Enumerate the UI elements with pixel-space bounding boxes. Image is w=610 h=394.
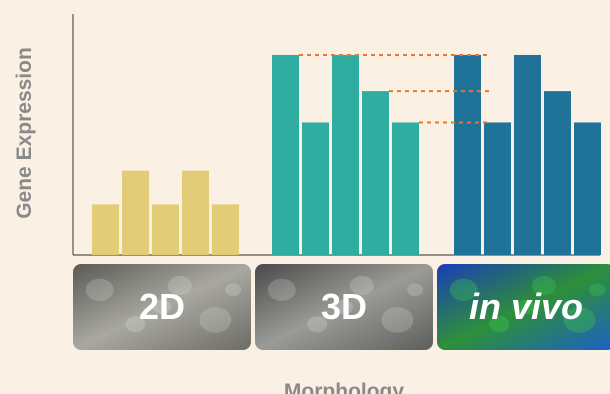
reference-lines-layer	[299, 53, 489, 124]
panel-1-texture-0	[267, 278, 296, 301]
panel-0-texture-3	[199, 307, 232, 333]
panel-2-texture-4	[517, 299, 535, 315]
bar-0-3	[182, 170, 209, 255]
bars-layer	[92, 54, 601, 256]
panel-0-texture-4	[153, 299, 171, 315]
bar-0-0	[92, 204, 119, 255]
bar-0-1	[122, 170, 149, 255]
bar-2-4	[574, 122, 601, 255]
panel-label-0: 2D	[139, 286, 185, 327]
panel-1	[255, 264, 433, 350]
bar-1-0	[272, 54, 299, 255]
bar-1-2	[332, 54, 359, 255]
panel-2-texture-1	[489, 316, 510, 333]
bar-1-4	[392, 122, 419, 255]
panel-label-2: in vivo	[469, 286, 583, 327]
x-axis-label: Morphology	[284, 380, 404, 394]
panel-1-texture-3	[381, 307, 414, 333]
panel-1-texture-2	[349, 275, 374, 296]
panel-2-texture-5	[589, 283, 606, 297]
panel-2-texture-0	[449, 278, 478, 301]
panel-2	[437, 264, 610, 350]
panel-0-texture-2	[167, 275, 192, 296]
panel-0	[73, 264, 251, 350]
panel-1-texture-1	[307, 316, 328, 333]
bar-2-0	[454, 54, 481, 255]
morphology-panels: 2D 3D in vivo	[73, 264, 610, 350]
y-axis-label: Gene Expression	[13, 47, 36, 219]
bar-1-1	[302, 122, 329, 255]
bar-1-3	[362, 91, 389, 256]
panel-0-texture-1	[125, 316, 146, 333]
bar-2-2	[514, 54, 541, 255]
panel-1-texture-4	[335, 299, 353, 315]
bar-2-1	[484, 122, 511, 255]
bar-0-4	[212, 204, 239, 255]
panel-0-texture-5	[225, 283, 242, 297]
panel-0-texture-0	[85, 278, 114, 301]
bar-0-2	[152, 204, 179, 255]
panel-2-texture-3	[563, 307, 596, 333]
panel-label-1: 3D	[321, 286, 367, 327]
panel-1-texture-5	[407, 283, 424, 297]
bar-2-3	[544, 91, 571, 256]
panel-2-texture-2	[531, 275, 556, 296]
